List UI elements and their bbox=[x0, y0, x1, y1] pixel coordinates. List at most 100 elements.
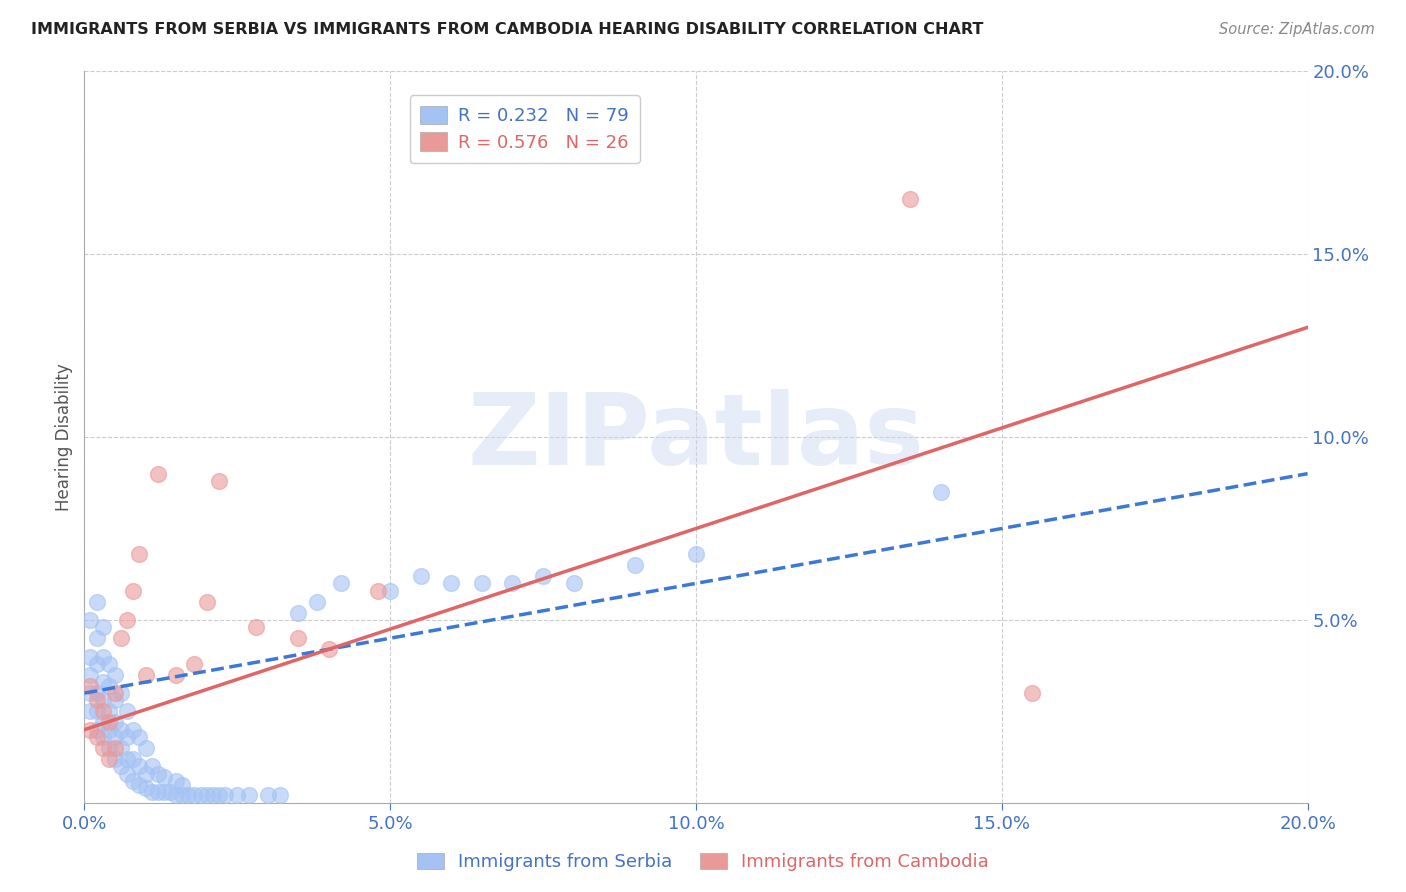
Point bbox=[86, 705, 108, 719]
Point bbox=[97, 657, 120, 671]
Point bbox=[115, 730, 138, 744]
Point bbox=[122, 752, 145, 766]
Point bbox=[685, 547, 707, 561]
Point bbox=[929, 485, 952, 500]
Point bbox=[79, 649, 101, 664]
Point bbox=[440, 576, 463, 591]
Point bbox=[141, 785, 163, 799]
Point bbox=[128, 759, 150, 773]
Point bbox=[367, 583, 389, 598]
Point bbox=[165, 789, 187, 803]
Point bbox=[115, 613, 138, 627]
Point bbox=[86, 723, 108, 737]
Point bbox=[208, 789, 231, 803]
Point bbox=[172, 778, 194, 792]
Point bbox=[177, 789, 200, 803]
Point bbox=[128, 547, 150, 561]
Text: ZIPatlas: ZIPatlas bbox=[468, 389, 924, 485]
Point bbox=[305, 594, 328, 608]
Point bbox=[128, 730, 150, 744]
Point bbox=[146, 766, 169, 780]
Point bbox=[91, 620, 114, 634]
Point bbox=[91, 730, 114, 744]
Point bbox=[165, 667, 187, 681]
Point bbox=[287, 606, 309, 620]
Point bbox=[104, 686, 127, 700]
Point bbox=[287, 632, 309, 646]
Text: IMMIGRANTS FROM SERBIA VS IMMIGRANTS FROM CAMBODIA HEARING DISABILITY CORRELATIO: IMMIGRANTS FROM SERBIA VS IMMIGRANTS FRO… bbox=[31, 22, 983, 37]
Point bbox=[104, 715, 127, 730]
Point bbox=[409, 569, 432, 583]
Point bbox=[97, 752, 120, 766]
Point bbox=[146, 467, 169, 481]
Point bbox=[110, 723, 132, 737]
Point bbox=[79, 723, 101, 737]
Point bbox=[153, 785, 176, 799]
Point bbox=[97, 679, 120, 693]
Point bbox=[104, 730, 127, 744]
Point bbox=[141, 759, 163, 773]
Point bbox=[257, 789, 280, 803]
Point bbox=[195, 594, 218, 608]
Point bbox=[79, 705, 101, 719]
Point bbox=[110, 740, 132, 755]
Point bbox=[190, 789, 212, 803]
Point bbox=[245, 620, 267, 634]
Point bbox=[110, 632, 132, 646]
Point bbox=[86, 657, 108, 671]
Point bbox=[330, 576, 353, 591]
Point bbox=[97, 740, 120, 755]
Point bbox=[208, 474, 231, 488]
Point bbox=[79, 679, 101, 693]
Point bbox=[135, 781, 157, 796]
Point bbox=[86, 594, 108, 608]
Point bbox=[531, 569, 554, 583]
Point bbox=[79, 667, 101, 681]
Point bbox=[898, 192, 921, 206]
Point bbox=[115, 705, 138, 719]
Point bbox=[318, 642, 340, 657]
Point bbox=[201, 789, 224, 803]
Point bbox=[172, 789, 194, 803]
Legend: R = 0.232   N = 79, R = 0.576   N = 26: R = 0.232 N = 79, R = 0.576 N = 26 bbox=[409, 95, 640, 162]
Y-axis label: Hearing Disability: Hearing Disability bbox=[55, 363, 73, 511]
Text: Source: ZipAtlas.com: Source: ZipAtlas.com bbox=[1219, 22, 1375, 37]
Point bbox=[153, 770, 176, 784]
Point bbox=[86, 693, 108, 707]
Point bbox=[79, 613, 101, 627]
Point bbox=[195, 789, 218, 803]
Point bbox=[226, 789, 249, 803]
Point bbox=[115, 766, 138, 780]
Point bbox=[91, 715, 114, 730]
Point bbox=[146, 785, 169, 799]
Point bbox=[91, 675, 114, 690]
Point bbox=[110, 759, 132, 773]
Point bbox=[159, 785, 181, 799]
Point bbox=[104, 693, 127, 707]
Point bbox=[97, 705, 120, 719]
Point bbox=[91, 740, 114, 755]
Point bbox=[122, 773, 145, 788]
Point bbox=[79, 686, 101, 700]
Legend: Immigrants from Serbia, Immigrants from Cambodia: Immigrants from Serbia, Immigrants from … bbox=[409, 846, 997, 879]
Point bbox=[135, 740, 157, 755]
Point bbox=[165, 773, 187, 788]
Point bbox=[104, 667, 127, 681]
Point bbox=[183, 657, 205, 671]
Point bbox=[135, 766, 157, 780]
Point bbox=[238, 789, 260, 803]
Point bbox=[86, 632, 108, 646]
Point bbox=[471, 576, 494, 591]
Point bbox=[1021, 686, 1043, 700]
Point bbox=[128, 778, 150, 792]
Point bbox=[91, 693, 114, 707]
Point bbox=[97, 723, 120, 737]
Point bbox=[115, 752, 138, 766]
Point bbox=[122, 583, 145, 598]
Point bbox=[122, 723, 145, 737]
Point bbox=[91, 649, 114, 664]
Point bbox=[135, 667, 157, 681]
Point bbox=[380, 583, 402, 598]
Point bbox=[562, 576, 585, 591]
Point bbox=[502, 576, 524, 591]
